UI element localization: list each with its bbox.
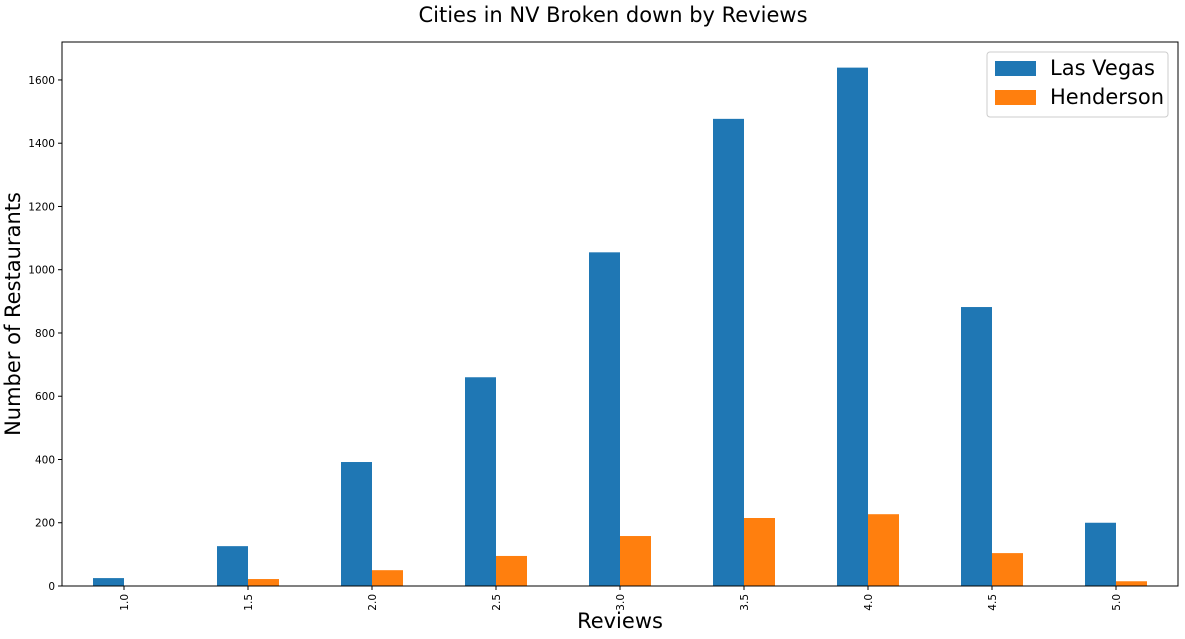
- x-tick-label: 5.0: [1111, 594, 1123, 611]
- y-tick-label: 600: [35, 391, 55, 403]
- bar-henderson-6: [868, 514, 899, 586]
- plot-frame: [61, 41, 1179, 587]
- bars-group: [93, 67, 1147, 587]
- y-tick-label: 1200: [28, 201, 55, 213]
- bar-henderson-7: [992, 553, 1023, 586]
- legend-label: Las Vegas: [1050, 56, 1155, 80]
- x-tick-label: 1.5: [243, 594, 255, 611]
- x-tick-label: 1.0: [119, 594, 131, 611]
- y-tick-label: 400: [35, 454, 55, 466]
- bar-henderson-3: [496, 555, 527, 586]
- bar-henderson-5: [744, 518, 775, 586]
- y-axis-ticks: 0 200 400 600 800 1000 1200 1400 1600: [28, 75, 62, 593]
- x-tick-label: 4.0: [863, 594, 875, 611]
- x-tick-label: 3.0: [615, 594, 627, 611]
- bar-las-vegas-4: [589, 252, 620, 587]
- y-tick-label: 800: [35, 328, 55, 340]
- y-tick-label: 1600: [28, 75, 55, 87]
- x-axis-label: Reviews: [577, 609, 663, 633]
- y-tick-label: 200: [35, 518, 55, 530]
- bar-henderson-8: [1116, 581, 1147, 586]
- x-tick-label: 3.5: [739, 594, 751, 611]
- y-tick-label: 1000: [28, 265, 55, 277]
- bar-las-vegas-2: [341, 462, 372, 586]
- y-tick-label: 1400: [28, 138, 55, 150]
- bar-las-vegas-8: [1085, 522, 1116, 586]
- legend-label: Henderson: [1050, 85, 1164, 109]
- y-tick-label: 0: [48, 581, 55, 593]
- bar-las-vegas-6: [837, 67, 868, 587]
- bar-las-vegas-5: [713, 118, 744, 587]
- legend-swatch: [995, 90, 1036, 105]
- bar-henderson-4: [620, 536, 651, 586]
- x-tick-label: 2.5: [491, 594, 503, 611]
- legend-swatch: [995, 61, 1036, 76]
- y-axis-label: Number of Restaurants: [1, 192, 25, 436]
- x-tick-label: 4.5: [987, 594, 999, 611]
- bar-henderson-2: [372, 570, 403, 586]
- bar-las-vegas-3: [465, 377, 496, 586]
- bar-henderson-1: [248, 579, 279, 586]
- x-tick-label: 2.0: [367, 594, 379, 611]
- x-axis-ticks: 1.0 1.5 2.0 2.5 3.0 3.5 4.0 4.5 5.0: [119, 586, 1123, 611]
- legend: Las Vegas Henderson: [986, 51, 1169, 118]
- bar-las-vegas-0: [93, 578, 124, 586]
- bar-las-vegas-1: [217, 546, 248, 586]
- bar-las-vegas-7: [961, 307, 992, 586]
- chart-title: Cities in NV Broken down by Reviews: [418, 3, 807, 27]
